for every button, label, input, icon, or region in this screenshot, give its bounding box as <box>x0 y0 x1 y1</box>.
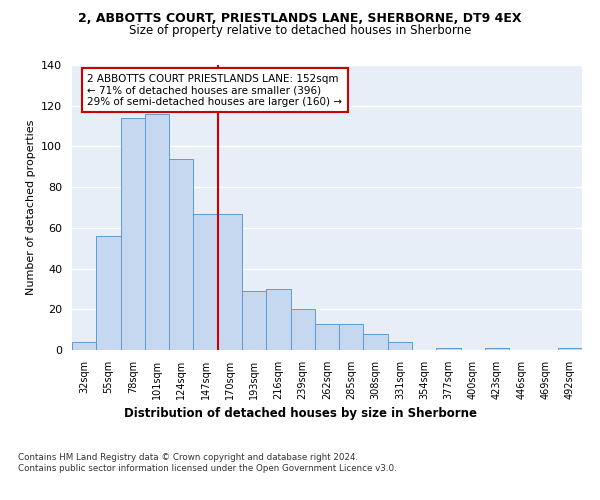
Bar <box>242 291 266 350</box>
Text: Distribution of detached houses by size in Sherborne: Distribution of detached houses by size … <box>124 408 476 420</box>
Text: Contains HM Land Registry data © Crown copyright and database right 2024.: Contains HM Land Registry data © Crown c… <box>18 452 358 462</box>
Bar <box>145 114 169 350</box>
Bar <box>96 236 121 350</box>
Text: 2 ABBOTTS COURT PRIESTLANDS LANE: 152sqm
← 71% of detached houses are smaller (3: 2 ABBOTTS COURT PRIESTLANDS LANE: 152sqm… <box>88 74 342 107</box>
Bar <box>218 214 242 350</box>
Bar <box>72 342 96 350</box>
Bar <box>315 324 339 350</box>
Bar <box>193 214 218 350</box>
Text: Contains public sector information licensed under the Open Government Licence v3: Contains public sector information licen… <box>18 464 397 473</box>
Bar <box>364 334 388 350</box>
Bar <box>339 324 364 350</box>
Bar <box>290 310 315 350</box>
Text: Size of property relative to detached houses in Sherborne: Size of property relative to detached ho… <box>129 24 471 37</box>
Bar <box>485 348 509 350</box>
Bar <box>388 342 412 350</box>
Bar <box>121 118 145 350</box>
Bar <box>266 289 290 350</box>
Y-axis label: Number of detached properties: Number of detached properties <box>26 120 35 295</box>
Bar <box>436 348 461 350</box>
Bar <box>169 158 193 350</box>
Text: 2, ABBOTTS COURT, PRIESTLANDS LANE, SHERBORNE, DT9 4EX: 2, ABBOTTS COURT, PRIESTLANDS LANE, SHER… <box>78 12 522 26</box>
Bar <box>558 348 582 350</box>
